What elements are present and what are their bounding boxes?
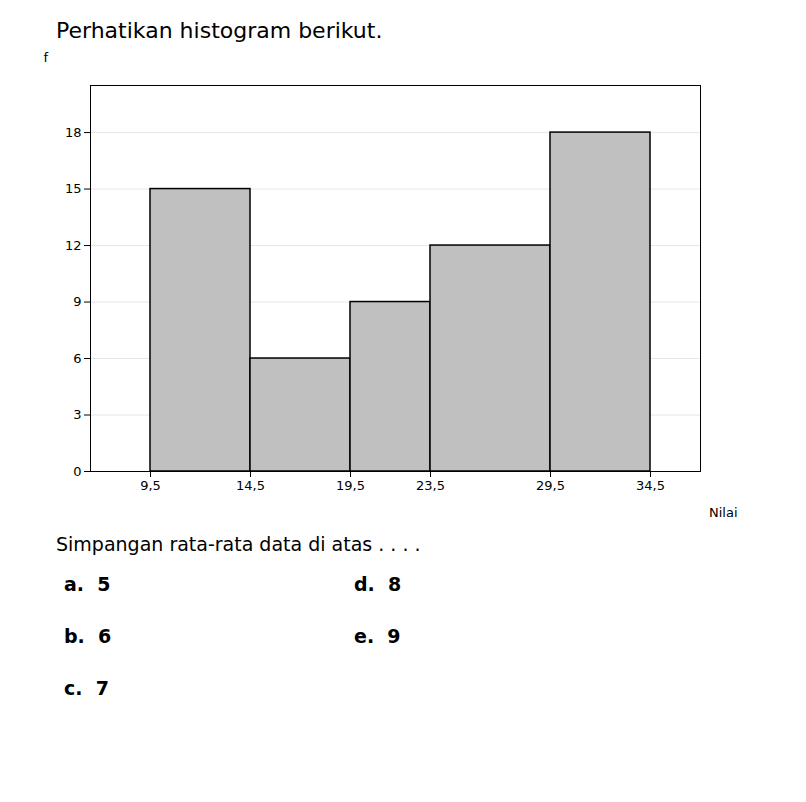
svg-text:9,5: 9,5 <box>140 478 161 493</box>
svg-text:15: 15 <box>65 181 82 196</box>
svg-text:19,5: 19,5 <box>336 478 365 493</box>
html-text:b. 6: b. 6 <box>64 625 112 647</box>
svg-text:3: 3 <box>73 407 81 422</box>
svg-text:Nilai: Nilai <box>709 505 738 520</box>
svg-text:f: f <box>44 50 49 65</box>
html-text:Perhatikan histogram berikut.: Perhatikan histogram berikut. <box>56 18 383 43</box>
svg-text:9: 9 <box>73 294 81 309</box>
svg-text:0: 0 <box>73 464 81 479</box>
svg-text:12: 12 <box>65 238 82 253</box>
html-text:c. 7: c. 7 <box>64 677 109 699</box>
svg-text:29,5: 29,5 <box>536 478 565 493</box>
svg-text:34,5: 34,5 <box>636 478 665 493</box>
html-text:d. 8: d. 8 <box>354 573 402 595</box>
html-text:Simpangan rata-rata data di at: Simpangan rata-rata data di atas . . . . <box>56 533 421 555</box>
html-text:a. 5: a. 5 <box>64 573 111 595</box>
svg-text:14,5: 14,5 <box>236 478 265 493</box>
html-text:e. 9: e. 9 <box>354 625 401 647</box>
svg-text:6: 6 <box>73 351 81 366</box>
svg-text:23,5: 23,5 <box>416 478 445 493</box>
svg-text:18: 18 <box>65 125 82 140</box>
